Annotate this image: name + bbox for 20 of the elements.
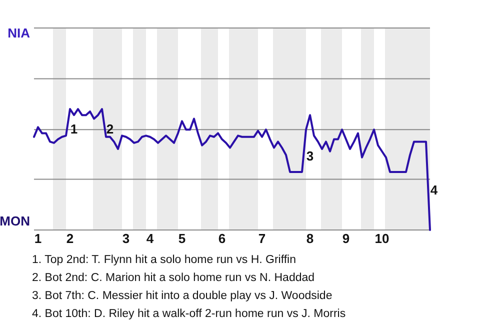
x-tick-label: 7 <box>258 231 266 246</box>
text: 1. Top 2nd: T. Flynn hit a solo home run vs H. Griffin <box>32 254 296 266</box>
text: 3. Bot 7th: C. Messier hit into a double play vs J. Woodside <box>32 290 332 302</box>
annotation: 1 <box>70 121 78 136</box>
x-tick-label: 8 <box>306 231 314 246</box>
x-tick-label: 6 <box>218 231 226 246</box>
x-tick-label: 10 <box>374 231 390 246</box>
x-tick-label: 9 <box>342 231 350 246</box>
annotation: 2 <box>106 121 114 136</box>
text: MON <box>0 213 30 228</box>
x-tick-label: 2 <box>66 231 74 246</box>
x-tick-label: 4 <box>146 231 154 246</box>
text: 2. Bot 2nd: C. Marion hit a solo home run vs N. Haddad <box>32 272 315 284</box>
text: 4 <box>430 182 438 198</box>
x-tick-label: 1 <box>34 231 42 246</box>
text: NIA <box>8 25 31 40</box>
text: 4. Bot 10th: D. Riley hit a walk-off 2-run home run vs J. Morris <box>32 308 346 320</box>
x-tick-label: 5 <box>178 231 186 246</box>
x-tick-label: 3 <box>122 231 130 246</box>
annotation: 3 <box>306 148 314 164</box>
